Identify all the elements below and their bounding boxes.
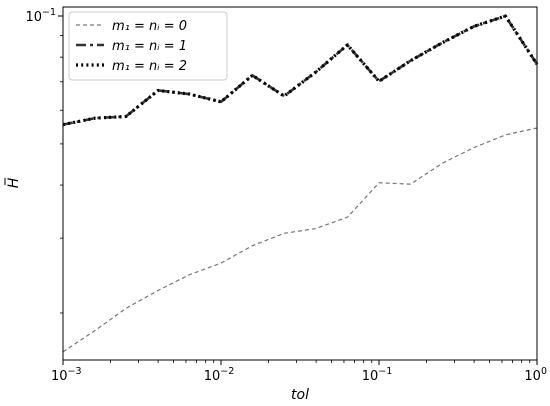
series-line-2: [62, 14, 539, 127]
series-layer: [62, 14, 539, 353]
y-tick-label: 10−1: [25, 7, 56, 25]
major-ticks: 10−3 10−2 10−1 100 10−1: [25, 7, 547, 384]
legend-box: [68, 11, 228, 81]
plot-frame: [62, 6, 538, 361]
series-line-0: [62, 127, 538, 353]
x-tick-label: 10−3: [51, 366, 82, 384]
legend: m₁ = nᵢ = 0 m₁ = nᵢ = 1 m₁ = nᵢ = 2: [68, 11, 228, 81]
x-tick-label: 100: [524, 366, 547, 384]
y-axis-label: H̅: [4, 177, 22, 188]
x-tick-label: 10−1: [362, 366, 393, 384]
x-axis-label: tol: [291, 387, 309, 403]
legend-label-0: m₁ = nᵢ = 0: [112, 19, 187, 34]
legend-label-2: m₁ = nᵢ = 2: [112, 59, 187, 74]
x-tick-label: 10−2: [204, 366, 235, 384]
legend-label-1: m₁ = nᵢ = 1: [112, 39, 187, 54]
